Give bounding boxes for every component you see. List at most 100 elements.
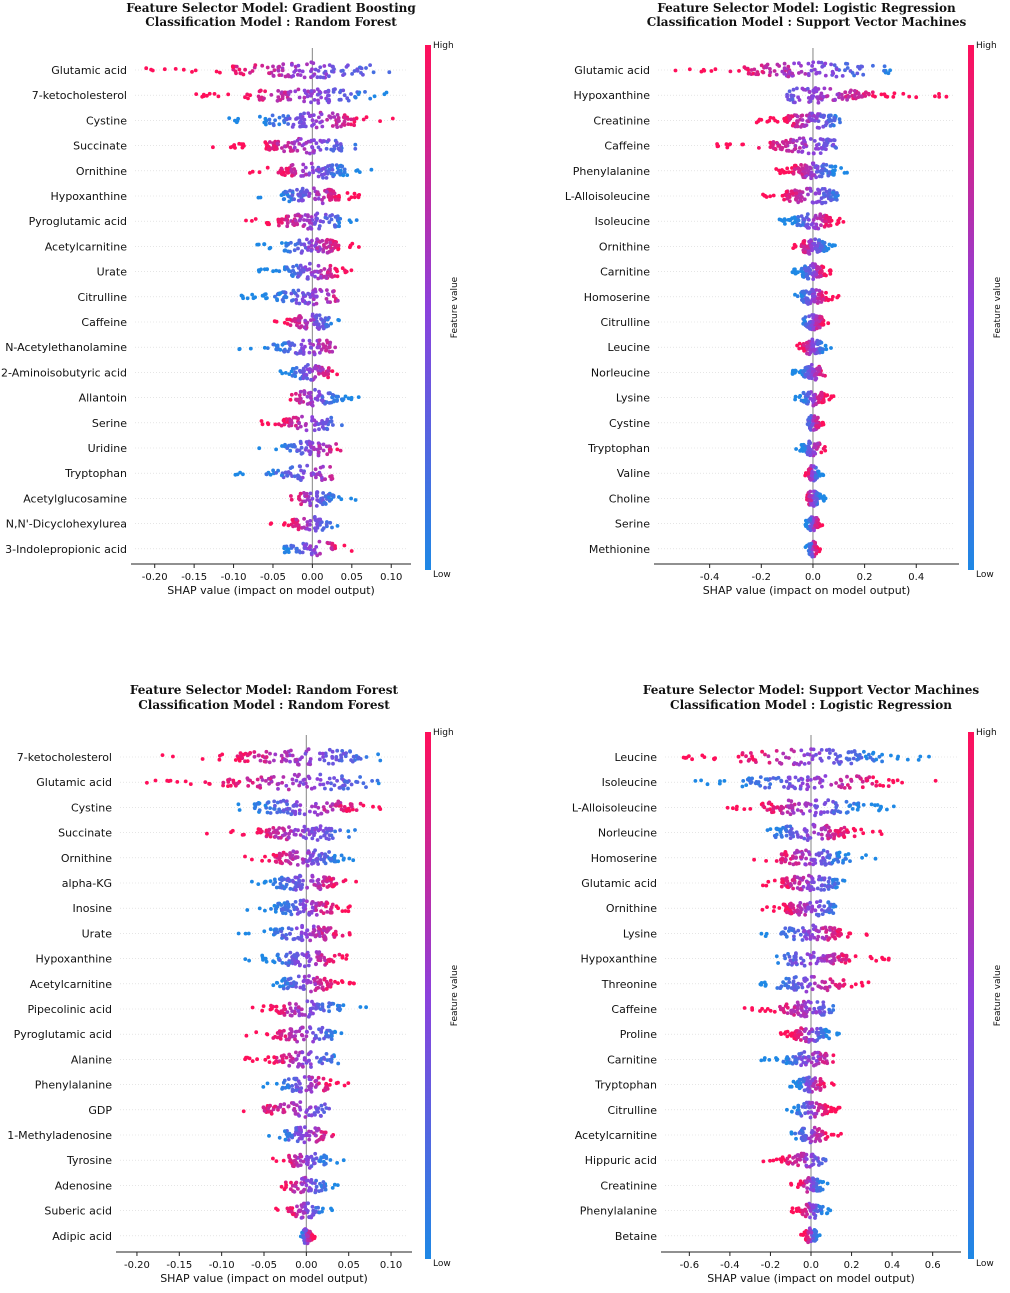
shap-point [325, 1085, 329, 1089]
shap-point [799, 163, 803, 167]
shap-point [323, 1088, 328, 1092]
shap-point [262, 929, 267, 934]
shap-point [309, 243, 314, 248]
shap-point [277, 223, 281, 228]
shap-point [311, 343, 316, 347]
shap-point [314, 119, 319, 123]
shap-point [349, 549, 354, 553]
shap-point [816, 199, 821, 204]
shap-point [327, 1083, 332, 1087]
shap-point [267, 117, 272, 122]
shap-point [205, 831, 209, 836]
shap-point [236, 116, 241, 121]
shap-point [313, 905, 318, 909]
shap-point [821, 265, 826, 270]
shap-point [810, 289, 815, 294]
shap-point [297, 963, 302, 968]
shap-point [820, 523, 825, 528]
shap-point [321, 883, 326, 888]
shap-point [296, 527, 301, 532]
shap-point [797, 346, 802, 351]
shap-point [321, 1206, 325, 1211]
shap-point [322, 807, 327, 812]
shap-point [797, 136, 802, 141]
shap-point [317, 853, 322, 858]
shap-point [803, 72, 808, 76]
shap-point [236, 931, 241, 936]
shap-point [319, 1130, 324, 1134]
shap-point [747, 71, 751, 75]
shap-point [763, 65, 767, 69]
shap-point [328, 520, 333, 525]
shap-point [272, 147, 277, 152]
shap-point [323, 751, 328, 756]
shap-point [216, 94, 221, 99]
shap-point [813, 377, 818, 382]
shap-point [298, 1163, 303, 1167]
shap-point [831, 142, 836, 147]
shap-point [330, 902, 335, 907]
shap-point [309, 989, 313, 994]
shap-point [816, 187, 820, 192]
shap-point [260, 63, 265, 68]
shap-point [318, 75, 323, 80]
shap-point [212, 92, 217, 96]
shap-point [302, 525, 306, 530]
shap-point [845, 97, 849, 102]
shap-point [298, 137, 303, 141]
shap-point [304, 141, 309, 145]
shap-point [289, 1180, 293, 1185]
shap-point [808, 426, 812, 430]
shap-point [811, 348, 816, 352]
shap-point [256, 753, 261, 758]
feature-label: Norleucine [591, 366, 650, 379]
shap-point [300, 938, 304, 943]
shap-point [281, 775, 286, 779]
shap-point [354, 879, 358, 884]
feature-points [774, 161, 849, 181]
shap-point [265, 267, 269, 272]
shap-point [288, 759, 292, 764]
shap-point [288, 149, 293, 153]
shap-point [299, 251, 304, 255]
shap-point [786, 148, 791, 153]
shap-point [724, 142, 729, 147]
shap-point [274, 268, 279, 273]
shap-point [811, 464, 816, 469]
shap-point [334, 755, 339, 759]
shap-point [318, 956, 323, 961]
shap-point [315, 955, 320, 959]
feature-label: Uridine [88, 442, 128, 455]
shap-point [299, 451, 304, 456]
shap-point [267, 1060, 272, 1064]
shap-point [237, 67, 242, 72]
shap-point [315, 1002, 319, 1007]
shap-point [193, 68, 198, 73]
shap-point [313, 1085, 318, 1089]
feature-points [250, 873, 358, 892]
shap-point [279, 473, 284, 478]
shap-point [342, 167, 347, 172]
shap-point [237, 347, 242, 351]
shap-point [330, 541, 335, 546]
shap-point [268, 776, 273, 781]
shap-point [301, 224, 306, 229]
shap-point [316, 263, 321, 268]
shap-point [757, 146, 761, 150]
shap-point [309, 345, 314, 350]
shap-point [311, 1211, 315, 1216]
shap-point [321, 442, 326, 447]
shap-point [901, 91, 906, 96]
feature-label: Cystine [86, 114, 127, 127]
shap-point [217, 757, 222, 762]
shap-point [816, 521, 820, 525]
shap-point [833, 164, 838, 169]
shap-point [802, 318, 807, 323]
shap-point [327, 776, 332, 781]
shap-point [830, 297, 834, 302]
shap-point [848, 90, 852, 95]
shap-point [327, 169, 331, 174]
shap-point [291, 879, 296, 884]
shap-point [826, 298, 831, 303]
shap-point [331, 423, 335, 427]
